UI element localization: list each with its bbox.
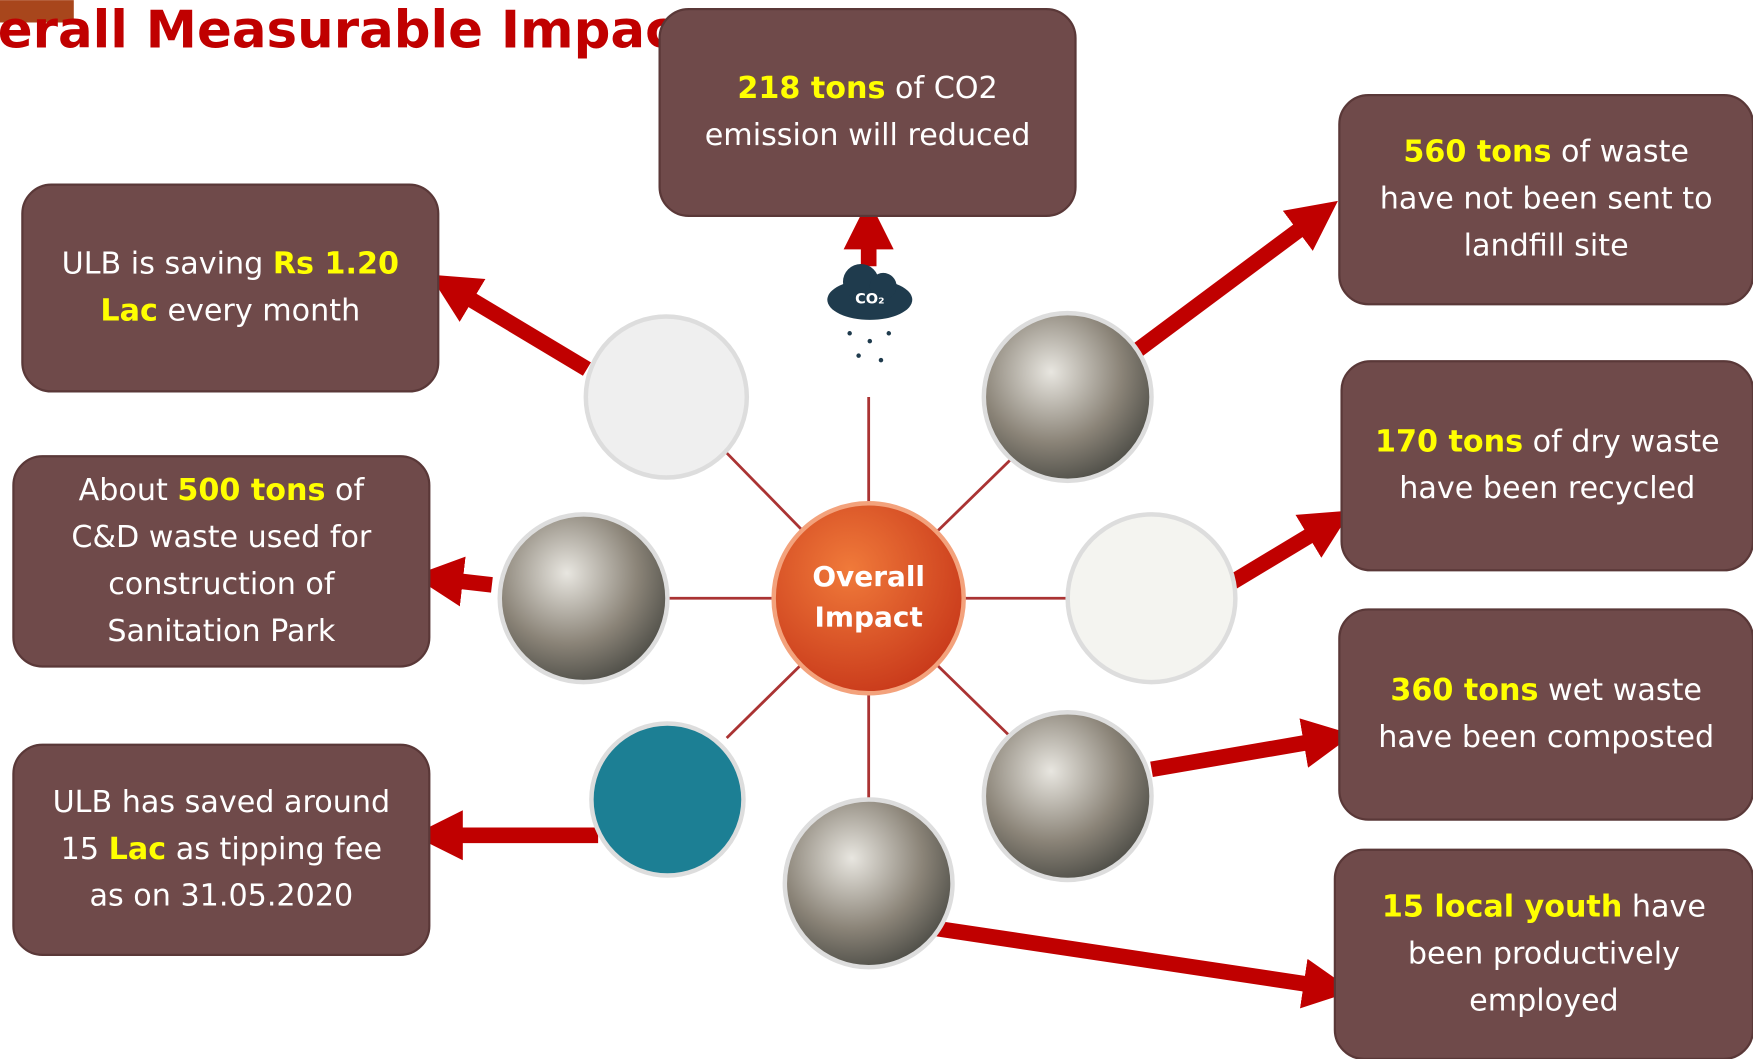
box-text: About 500 tons of [79, 472, 366, 507]
impact-box [1339, 609, 1753, 819]
plain-text: Sanitation Park [107, 613, 336, 648]
plain-text: 15 [61, 831, 109, 866]
plain-text: emission will reduced [705, 117, 1031, 152]
plain-text: have been recycled [1399, 471, 1695, 506]
plain-text: landfill site [1464, 228, 1629, 263]
box-text: have been composted [1378, 720, 1714, 755]
highlight-text: 560 tons [1403, 134, 1551, 169]
plain-text: of CO2 [885, 71, 997, 106]
plain-text: ULB is saving [62, 246, 273, 281]
plain-text: C&D waste used for [71, 519, 372, 554]
co2-icon: CO₂ [827, 264, 912, 362]
box-text: emission will reduced [705, 117, 1031, 152]
plain-text: as on 31.05.2020 [89, 878, 353, 913]
plain-text: of [325, 472, 365, 507]
svg-text:CO₂: CO₂ [855, 292, 884, 308]
center-label: Impact [815, 600, 923, 633]
highlight-text: 500 tons [177, 472, 325, 507]
plain-text: employed [1469, 983, 1619, 1018]
highlight-text: 15 local youth [1382, 889, 1622, 924]
box-text: ULB has saved around [53, 784, 391, 819]
plain-text: wet waste [1538, 673, 1702, 708]
plain-text: have been composted [1378, 720, 1714, 755]
plain-text: construction of [108, 566, 336, 601]
highlight-text: Lac [109, 831, 166, 866]
plain-text: have not been sent to [1380, 181, 1713, 216]
box-text: 360 tons wet waste [1390, 673, 1702, 708]
box-text: been productively [1408, 936, 1680, 971]
box-text: landfill site [1464, 228, 1629, 263]
plain-text: of waste [1551, 134, 1689, 169]
box-text: Lac every month [100, 293, 360, 328]
box-text: 218 tons of CO2 [737, 71, 997, 106]
box-text: employed [1469, 983, 1619, 1018]
highlight-text: Lac [100, 293, 157, 328]
box-text: 15 Lac as tipping fee [61, 831, 382, 866]
box-text: as on 31.05.2020 [89, 878, 353, 913]
diagram: erall Measurable Impact CO₂ Overall Impa… [0, 0, 1753, 1059]
plain-text: About [79, 472, 178, 507]
box-text: have been recycled [1399, 471, 1695, 506]
page-title: erall Measurable Impact [0, 1, 700, 61]
plain-text: as tipping fee [166, 831, 382, 866]
highlight-text: 218 tons [737, 71, 885, 106]
plain-text: every month [158, 293, 360, 328]
box-text: 15 local youth have [1382, 889, 1706, 924]
plain-text: ULB has saved around [53, 784, 391, 819]
highlight-text: Rs 1.20 [273, 246, 399, 281]
box-text: Sanitation Park [107, 613, 336, 648]
center-node [774, 503, 964, 693]
box-text: construction of [108, 566, 336, 601]
box-text: ULB is saving Rs 1.20 [62, 246, 399, 281]
box-text: 560 tons of waste [1403, 134, 1689, 169]
impact-box [660, 9, 1076, 216]
plain-text: have [1622, 889, 1706, 924]
center-label: Overall [812, 560, 925, 593]
plain-text: of dry waste [1523, 424, 1720, 459]
highlight-text: 170 tons [1375, 424, 1523, 459]
impact-box [1342, 361, 1753, 570]
box-text: 170 tons of dry waste [1375, 424, 1720, 459]
box-text: C&D waste used for [71, 519, 372, 554]
box-text: have not been sent to [1380, 181, 1713, 216]
highlight-text: 360 tons [1390, 673, 1538, 708]
plain-text: been productively [1408, 936, 1680, 971]
impact-box [22, 185, 438, 392]
